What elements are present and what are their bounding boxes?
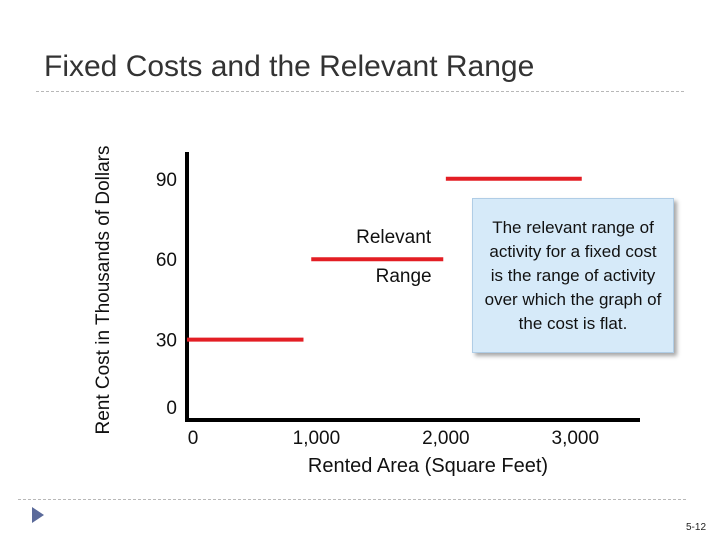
slide-title: Fixed Costs and the Relevant Range	[44, 50, 535, 83]
x-tick-label-0: 0	[188, 428, 199, 449]
footer-divider	[18, 499, 686, 500]
relevant-range-annotation-line1: Relevant	[356, 227, 432, 248]
x-tick-label-2,000: 2,000	[422, 428, 470, 449]
page-number: 5-12	[685, 522, 706, 533]
y-tick-labels: 0 30 60 90	[156, 170, 177, 419]
x-tick-labels: 0 1,000 2,000 3,000	[188, 428, 599, 449]
cost-segments	[187, 176, 582, 342]
relevant-range-annotation-line2: Range	[376, 266, 432, 287]
nav-arrow-icon[interactable]	[32, 507, 44, 523]
callout-text: The relevant range of activity for a fix…	[484, 217, 662, 333]
y-tick-label-30: 30	[156, 331, 177, 352]
x-axis-label: Rented Area (Square Feet)	[308, 455, 548, 477]
relevant-range-callout: The relevant range of activity for a fix…	[472, 198, 674, 353]
y-tick-label-60: 60	[156, 250, 177, 271]
x-tick-label-3,000: 3,000	[552, 428, 600, 449]
x-tick-label-1,000: 1,000	[293, 428, 341, 449]
title-divider	[36, 91, 684, 92]
y-tick-label-0: 0	[166, 398, 177, 419]
y-tick-label-90: 90	[156, 170, 177, 191]
